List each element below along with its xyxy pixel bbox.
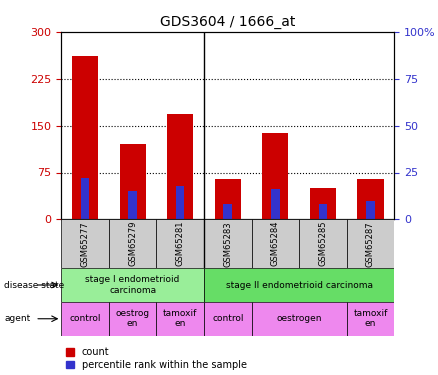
Bar [167,114,193,219]
Bar [72,56,98,219]
FancyBboxPatch shape [61,219,109,268]
FancyBboxPatch shape [251,302,346,336]
Bar [223,204,232,219]
FancyBboxPatch shape [156,302,204,336]
Title: GDS3604 / 1666_at: GDS3604 / 1666_at [160,15,296,30]
FancyBboxPatch shape [251,219,299,268]
FancyBboxPatch shape [204,268,394,302]
Bar [176,186,184,219]
Text: control: control [69,314,101,323]
Text: stage II endometrioid carcinoma: stage II endometrioid carcinoma [226,280,373,290]
Bar [357,179,384,219]
Bar [128,191,137,219]
Bar [271,189,279,219]
Text: GSM65283: GSM65283 [223,221,232,267]
Text: tamoxif
en: tamoxif en [353,309,388,328]
FancyBboxPatch shape [346,219,394,268]
Text: GSM65279: GSM65279 [128,221,137,267]
Bar [318,204,327,219]
FancyBboxPatch shape [109,219,156,268]
FancyBboxPatch shape [204,219,251,268]
Text: tamoxif
en: tamoxif en [163,309,198,328]
FancyBboxPatch shape [346,302,394,336]
Text: GSM65287: GSM65287 [366,221,375,267]
Text: GSM65285: GSM65285 [318,221,327,267]
Bar [215,179,241,219]
Text: oestrog
en: oestrog en [116,309,150,328]
FancyBboxPatch shape [61,302,109,336]
FancyBboxPatch shape [156,219,204,268]
Bar [310,188,336,219]
Bar [120,144,146,219]
FancyBboxPatch shape [61,268,204,302]
Text: GSM65281: GSM65281 [176,221,185,267]
Bar [262,133,288,219]
Bar [366,201,374,219]
Legend: count, percentile rank within the sample: count, percentile rank within the sample [66,347,247,370]
Text: agent: agent [4,314,31,323]
Bar [81,178,89,219]
Text: control: control [212,314,244,323]
Text: GSM65284: GSM65284 [271,221,280,267]
FancyBboxPatch shape [204,302,251,336]
Text: oestrogen: oestrogen [276,314,322,323]
FancyBboxPatch shape [109,302,156,336]
Text: disease state: disease state [4,280,65,290]
FancyBboxPatch shape [299,219,346,268]
Text: GSM65277: GSM65277 [81,221,90,267]
Text: stage I endometrioid
carcinoma: stage I endometrioid carcinoma [85,275,180,295]
